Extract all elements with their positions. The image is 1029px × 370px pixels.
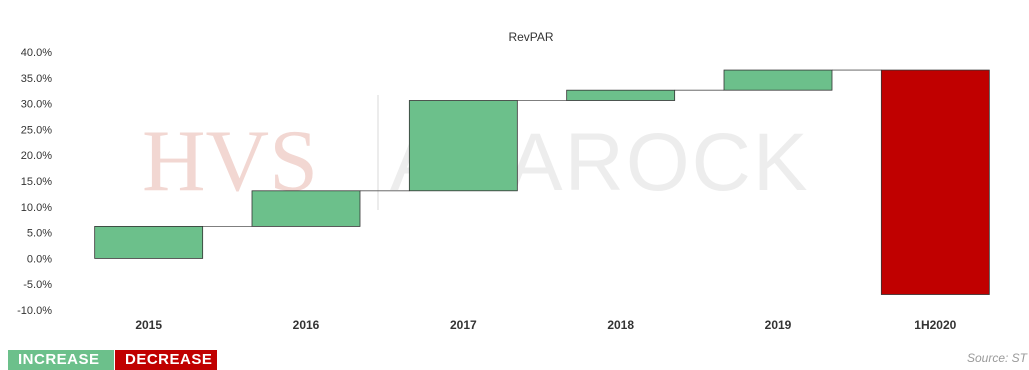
revpar-waterfall-chart: HVS ANAROCK RevPAR -10.0%-5.0%0.0%5.0%10… xyxy=(17,30,990,332)
bar-1h2020 xyxy=(880,69,990,295)
legend-increase: INCREASE xyxy=(8,350,114,370)
y-tick-label: -5.0% xyxy=(23,279,52,291)
connectors xyxy=(202,69,882,227)
y-axis: -10.0% -5.0% 0.0% 5.0% 10.0% 15.0% 20.0% 25.0% 3… xyxy=(17,47,52,317)
bar-2017 xyxy=(408,100,518,192)
y-tick-label: 25.0% xyxy=(21,124,52,136)
x-tick-label: 2017 xyxy=(450,318,477,332)
x-tick-label: 2015 xyxy=(135,318,162,332)
y-tick-label: 10.0% xyxy=(21,202,52,214)
source-note: Source: ST xyxy=(966,351,1027,365)
legend-decrease-label: DECREASE xyxy=(125,351,213,368)
x-tick-label: 2018 xyxy=(607,318,634,332)
y-tick-label: 20.0% xyxy=(21,150,52,162)
y-tick-label: 30.0% xyxy=(21,99,52,111)
bars xyxy=(94,69,990,295)
x-tick-label: 2019 xyxy=(765,318,792,332)
y-tick-label: 5.0% xyxy=(27,228,52,240)
y-tick-label: -10.0% xyxy=(17,305,52,317)
x-tick-label: 1H2020 xyxy=(914,318,956,332)
y-tick-label: 40.0% xyxy=(21,47,52,59)
legend-decrease: DECREASE xyxy=(115,350,217,370)
x-axis: 2015 2016 2017 2018 2019 1H2020 xyxy=(135,318,956,332)
y-tick-label: 35.0% xyxy=(21,73,52,85)
bar-2016 xyxy=(251,190,361,227)
y-tick-label: 15.0% xyxy=(21,176,52,188)
bar-2019 xyxy=(723,69,833,91)
x-tick-label: 2016 xyxy=(293,318,320,332)
chart-title: RevPAR xyxy=(508,30,553,44)
y-tick-label: 0.0% xyxy=(27,253,52,265)
bar-2015 xyxy=(94,226,204,259)
legend-increase-label: INCREASE xyxy=(18,351,100,368)
bar-2018 xyxy=(566,89,676,101)
